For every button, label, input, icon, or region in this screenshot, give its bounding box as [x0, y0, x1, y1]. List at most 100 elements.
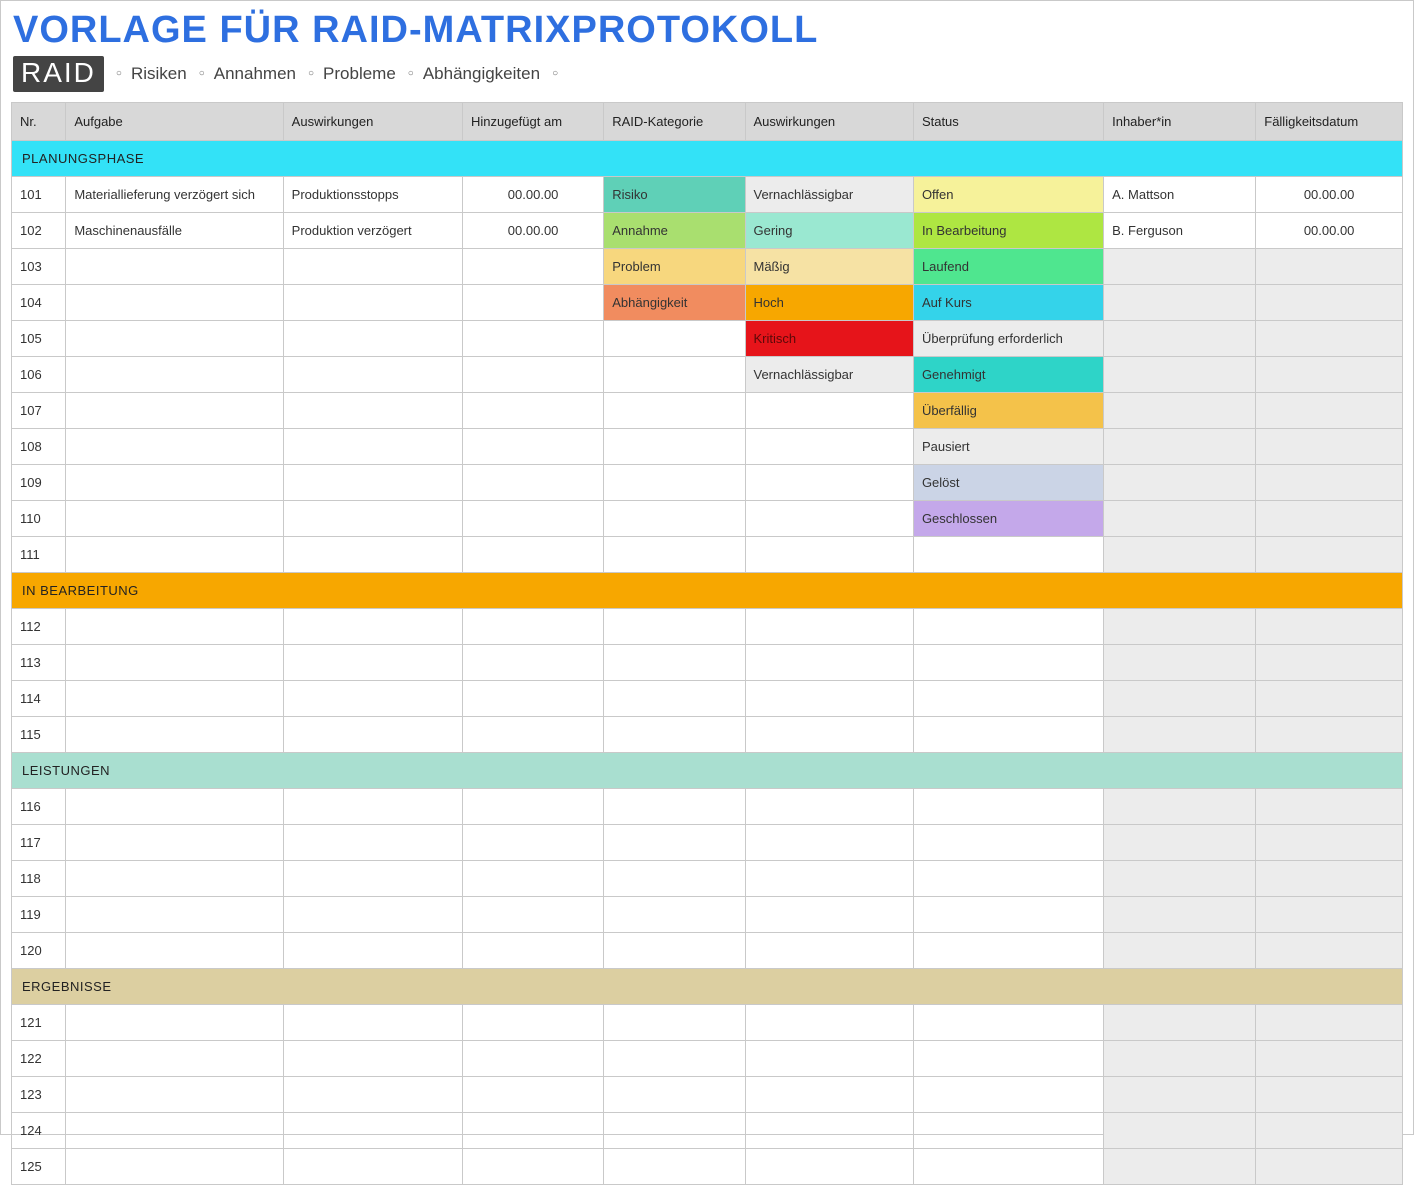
- cell-added[interactable]: [462, 284, 603, 320]
- cell-nr[interactable]: 125: [12, 1148, 66, 1184]
- cell-due[interactable]: [1256, 356, 1403, 392]
- cell-status[interactable]: [913, 536, 1103, 572]
- cell-category[interactable]: [604, 788, 745, 824]
- cell-impact2[interactable]: Vernachlässigbar: [745, 176, 913, 212]
- cell-nr[interactable]: 124: [12, 1112, 66, 1148]
- cell-nr[interactable]: 118: [12, 860, 66, 896]
- cell-added[interactable]: [462, 932, 603, 968]
- cell-impact1[interactable]: [283, 392, 462, 428]
- cell-status[interactable]: [913, 716, 1103, 752]
- cell-impact2[interactable]: Vernachlässigbar: [745, 356, 913, 392]
- cell-due[interactable]: [1256, 320, 1403, 356]
- cell-nr[interactable]: 120: [12, 932, 66, 968]
- cell-category[interactable]: Abhängigkeit: [604, 284, 745, 320]
- cell-nr[interactable]: 107: [12, 392, 66, 428]
- cell-nr[interactable]: 104: [12, 284, 66, 320]
- cell-owner[interactable]: [1104, 644, 1256, 680]
- cell-impact1[interactable]: [283, 1148, 462, 1184]
- cell-task[interactable]: [66, 1040, 283, 1076]
- cell-added[interactable]: [462, 716, 603, 752]
- cell-due[interactable]: [1256, 1148, 1403, 1184]
- cell-impact1[interactable]: [283, 536, 462, 572]
- cell-category[interactable]: [604, 716, 745, 752]
- cell-impact2[interactable]: [745, 536, 913, 572]
- cell-owner[interactable]: [1104, 464, 1256, 500]
- cell-nr[interactable]: 116: [12, 788, 66, 824]
- cell-status[interactable]: [913, 1112, 1103, 1148]
- cell-added[interactable]: [462, 248, 603, 284]
- cell-owner[interactable]: [1104, 932, 1256, 968]
- cell-due[interactable]: [1256, 716, 1403, 752]
- cell-added[interactable]: [462, 644, 603, 680]
- cell-impact1[interactable]: Produktionsstopps: [283, 176, 462, 212]
- cell-task[interactable]: [66, 1148, 283, 1184]
- cell-impact1[interactable]: [283, 284, 462, 320]
- cell-due[interactable]: [1256, 536, 1403, 572]
- cell-status[interactable]: Laufend: [913, 248, 1103, 284]
- cell-added[interactable]: [462, 1040, 603, 1076]
- cell-nr[interactable]: 117: [12, 824, 66, 860]
- cell-due[interactable]: [1256, 932, 1403, 968]
- cell-category[interactable]: [604, 932, 745, 968]
- col-impact2[interactable]: Auswirkungen: [745, 102, 913, 140]
- cell-task[interactable]: [66, 788, 283, 824]
- col-task[interactable]: Aufgabe: [66, 102, 283, 140]
- cell-category[interactable]: [604, 1004, 745, 1040]
- cell-nr[interactable]: 105: [12, 320, 66, 356]
- cell-category[interactable]: [604, 464, 745, 500]
- cell-category[interactable]: [604, 536, 745, 572]
- cell-owner[interactable]: [1104, 608, 1256, 644]
- cell-nr[interactable]: 112: [12, 608, 66, 644]
- cell-added[interactable]: [462, 536, 603, 572]
- cell-due[interactable]: [1256, 464, 1403, 500]
- cell-impact1[interactable]: Produktion verzögert: [283, 212, 462, 248]
- cell-impact1[interactable]: [283, 644, 462, 680]
- cell-added[interactable]: [462, 680, 603, 716]
- cell-added[interactable]: [462, 860, 603, 896]
- cell-impact1[interactable]: [283, 932, 462, 968]
- cell-status[interactable]: Auf Kurs: [913, 284, 1103, 320]
- cell-impact2[interactable]: [745, 1112, 913, 1148]
- cell-impact2[interactable]: Kritisch: [745, 320, 913, 356]
- cell-owner[interactable]: [1104, 896, 1256, 932]
- cell-task[interactable]: [66, 284, 283, 320]
- cell-task[interactable]: [66, 392, 283, 428]
- cell-impact1[interactable]: [283, 680, 462, 716]
- cell-status[interactable]: Pausiert: [913, 428, 1103, 464]
- cell-due[interactable]: [1256, 1112, 1403, 1148]
- cell-owner[interactable]: [1104, 788, 1256, 824]
- cell-task[interactable]: [66, 1004, 283, 1040]
- cell-category[interactable]: [604, 428, 745, 464]
- cell-owner[interactable]: [1104, 500, 1256, 536]
- cell-impact1[interactable]: [283, 320, 462, 356]
- cell-due[interactable]: [1256, 248, 1403, 284]
- cell-category[interactable]: [604, 680, 745, 716]
- cell-nr[interactable]: 108: [12, 428, 66, 464]
- cell-nr[interactable]: 106: [12, 356, 66, 392]
- cell-impact2[interactable]: [745, 644, 913, 680]
- cell-nr[interactable]: 102: [12, 212, 66, 248]
- cell-category[interactable]: [604, 644, 745, 680]
- cell-due[interactable]: [1256, 1004, 1403, 1040]
- cell-impact1[interactable]: [283, 1004, 462, 1040]
- cell-owner[interactable]: A. Mattson: [1104, 176, 1256, 212]
- cell-impact2[interactable]: [745, 1148, 913, 1184]
- cell-impact1[interactable]: [283, 500, 462, 536]
- cell-owner[interactable]: [1104, 1148, 1256, 1184]
- cell-task[interactable]: [66, 536, 283, 572]
- cell-nr[interactable]: 122: [12, 1040, 66, 1076]
- cell-status[interactable]: Geschlossen: [913, 500, 1103, 536]
- col-nr[interactable]: Nr.: [12, 102, 66, 140]
- cell-impact2[interactable]: Hoch: [745, 284, 913, 320]
- cell-due[interactable]: [1256, 788, 1403, 824]
- cell-task[interactable]: [66, 608, 283, 644]
- cell-category[interactable]: [604, 500, 745, 536]
- cell-category[interactable]: [604, 356, 745, 392]
- cell-due[interactable]: [1256, 500, 1403, 536]
- cell-impact2[interactable]: [745, 860, 913, 896]
- cell-owner[interactable]: [1104, 860, 1256, 896]
- cell-status[interactable]: Offen: [913, 176, 1103, 212]
- cell-owner[interactable]: [1104, 284, 1256, 320]
- cell-nr[interactable]: 113: [12, 644, 66, 680]
- cell-status[interactable]: [913, 896, 1103, 932]
